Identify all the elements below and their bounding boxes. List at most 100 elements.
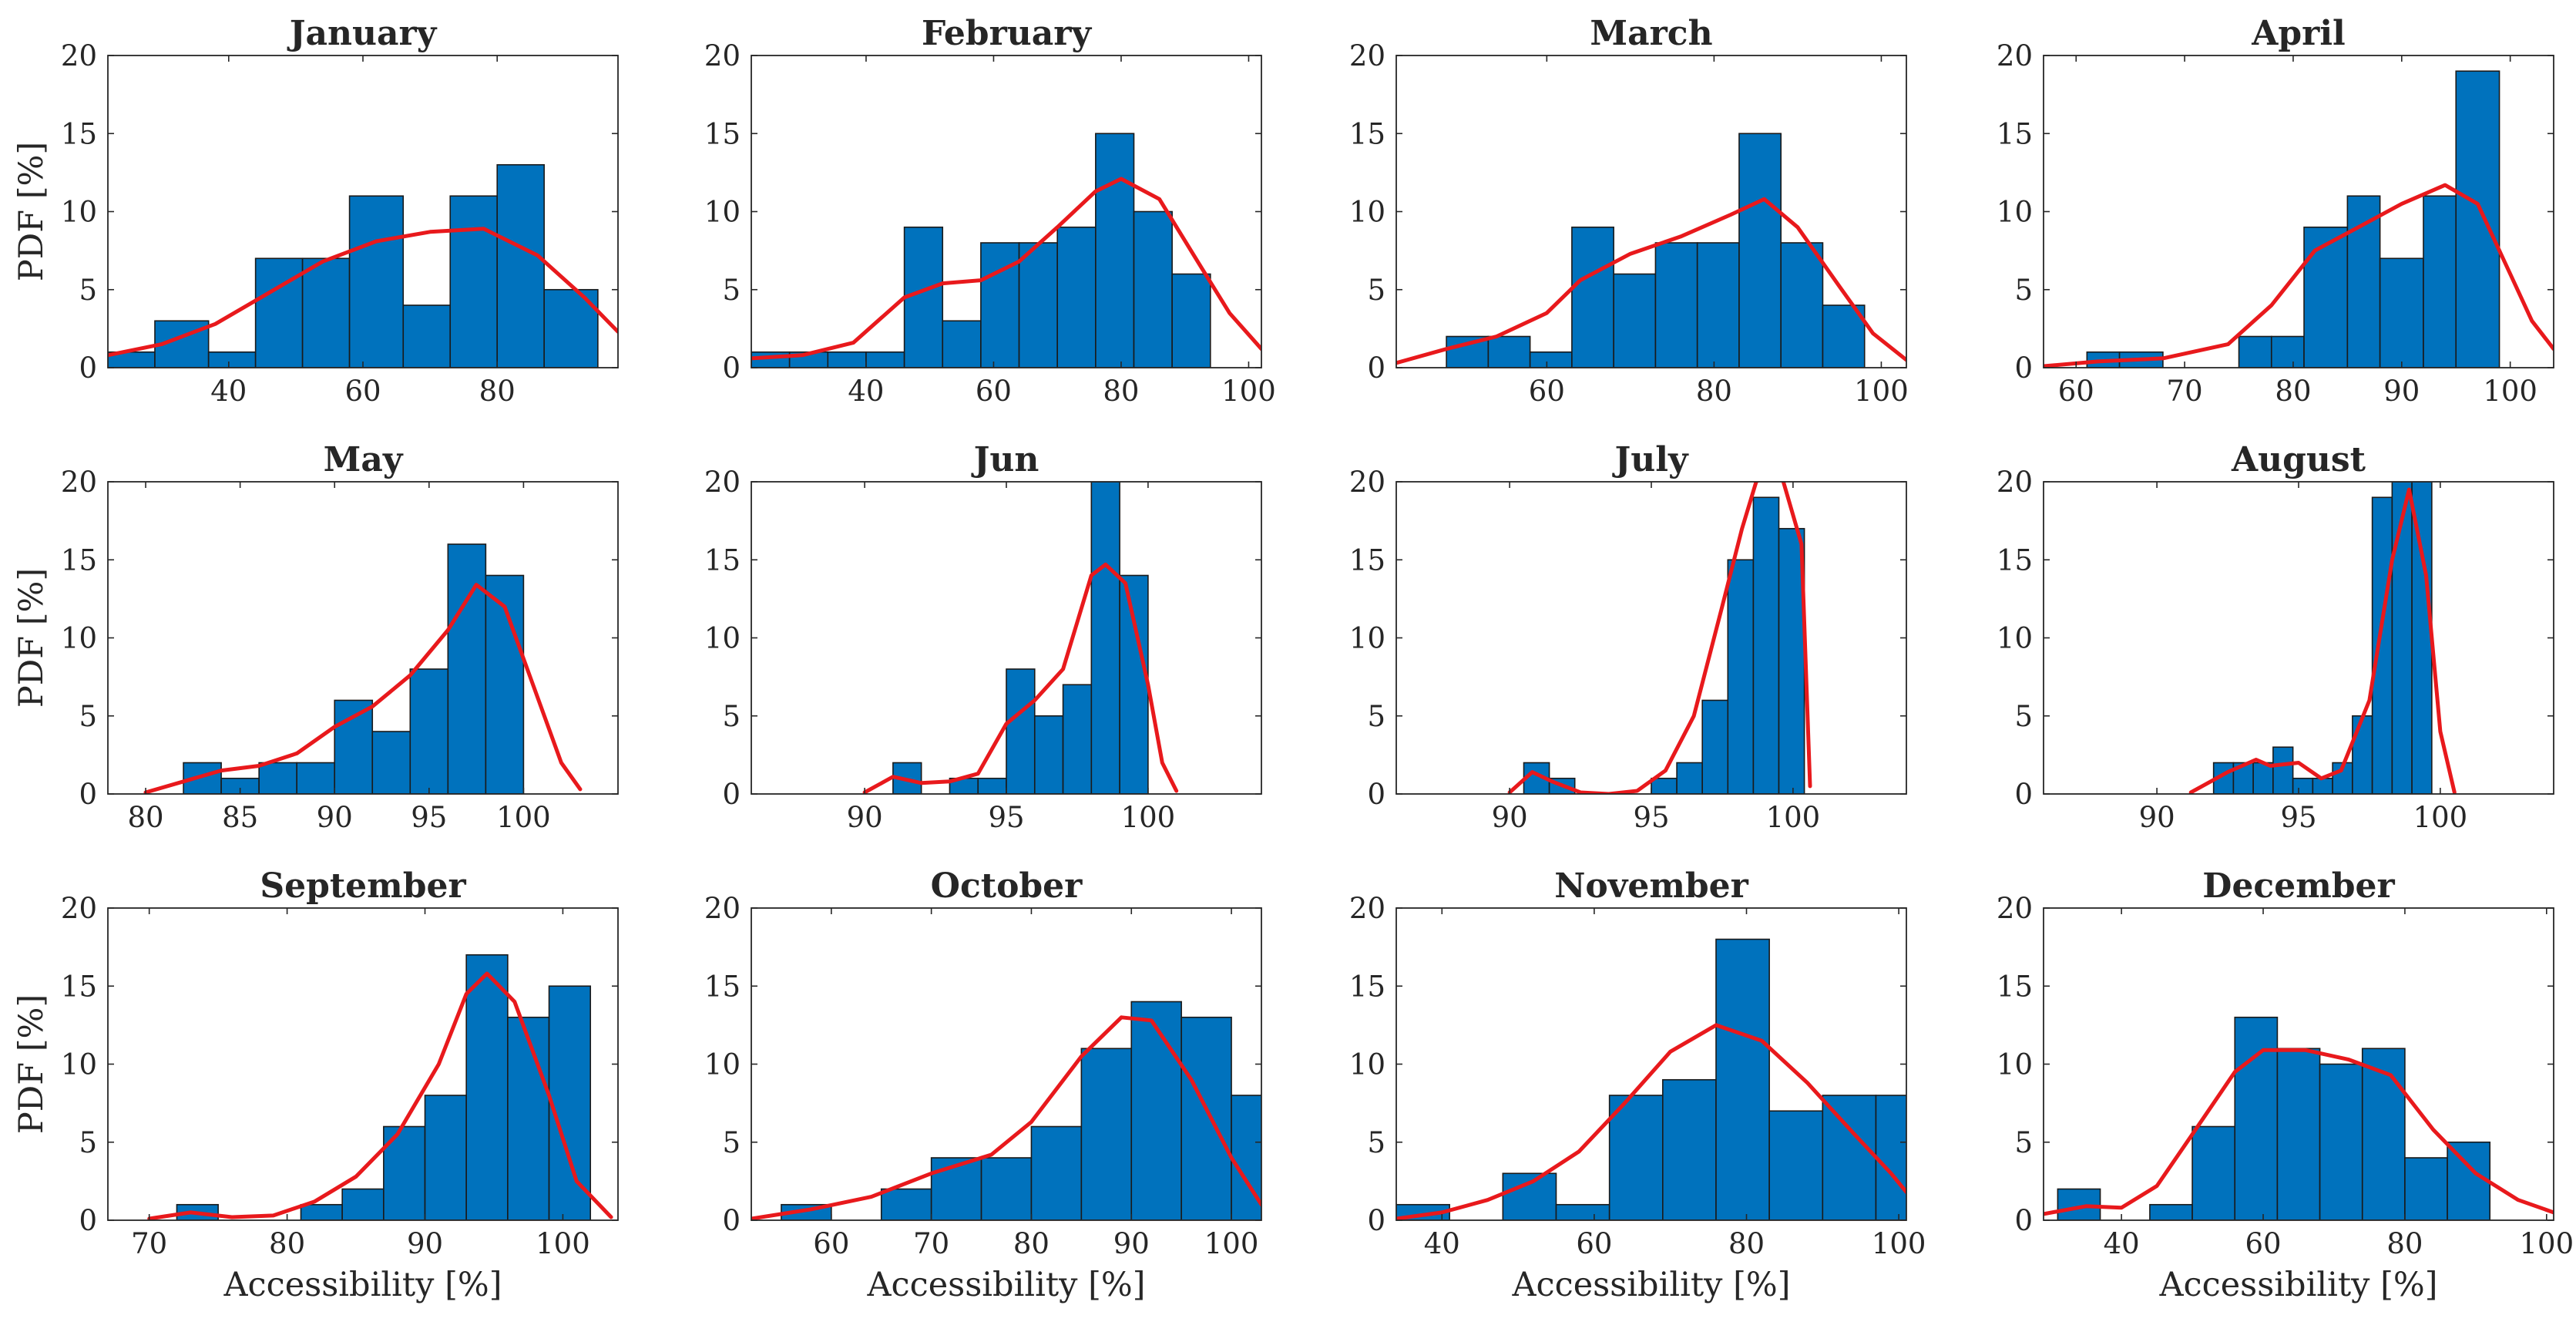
x-tick-label: 100 — [496, 801, 551, 834]
histogram-bar — [1119, 574, 1149, 794]
panel-jun: 0 5 10 15 20 90 95 100 Jun — [704, 440, 1262, 834]
y-tick-label: 10 — [1997, 1048, 2033, 1081]
y-tick-label: 0 — [1367, 1204, 1385, 1237]
x-tick-label: 80 — [127, 801, 163, 834]
y-tick-label: 10 — [1349, 1048, 1385, 1081]
x-tick-label: 60 — [976, 375, 1012, 408]
y-tick-label: 15 — [1997, 117, 2033, 150]
histogram-bar — [2312, 777, 2333, 794]
histogram-bar — [2411, 482, 2433, 794]
x-tick-label: 100 — [2413, 801, 2468, 834]
histogram-bar — [507, 1016, 550, 1220]
y-tick-label: 5 — [1367, 1126, 1385, 1159]
y-tick-label: 10 — [704, 1048, 741, 1081]
histogram-bar — [1502, 1172, 1557, 1220]
y-tick-label: 20 — [61, 892, 97, 925]
kde-curve — [143, 583, 583, 794]
panel-title: November — [1554, 866, 1748, 906]
x-tick-label: 70 — [131, 1227, 167, 1260]
x-tick-label: 90 — [2383, 375, 2420, 408]
histogram-bar — [942, 320, 982, 368]
histogram-bar — [2371, 496, 2393, 794]
histogram-bar — [1662, 1078, 1717, 1220]
y-tick-label: 5 — [1367, 700, 1385, 733]
y-tick-label: 20 — [1997, 892, 2033, 925]
y-tick-label: 15 — [704, 117, 741, 150]
y-tick-label: 0 — [722, 352, 741, 385]
histogram-bar — [1571, 226, 1614, 368]
x-tick-label: 90 — [847, 801, 883, 834]
kde-curve — [862, 562, 1179, 794]
x-tick-label: 90 — [317, 801, 353, 834]
panel-title: December — [2202, 866, 2395, 906]
histogram-bars — [1396, 938, 1906, 1220]
x-tick-label: 40 — [1424, 1227, 1460, 1260]
x-tick-label: 100 — [1872, 1227, 1926, 1260]
histogram-bar — [2379, 257, 2424, 368]
y-tick-label: 0 — [722, 1204, 741, 1237]
panel-title: February — [922, 14, 1092, 53]
y-tick-label: 5 — [1367, 274, 1385, 307]
y-tick-label: 15 — [61, 543, 97, 577]
x-tick-label: 100 — [536, 1227, 590, 1260]
x-tick-label: 80 — [2275, 375, 2311, 408]
y-tick-label: 5 — [79, 1126, 97, 1159]
histogram-bar — [980, 1157, 1033, 1220]
y-tick-label: 20 — [704, 466, 741, 499]
histogram-bar — [296, 762, 336, 794]
histogram-bar — [903, 226, 944, 368]
histogram-bar — [1487, 335, 1531, 368]
y-tick-label: 15 — [61, 117, 97, 150]
y-tick-label: 20 — [61, 466, 97, 499]
x-tick-label: 80 — [2386, 1227, 2423, 1260]
x-tick-label: 40 — [848, 375, 884, 408]
x-tick-label: 100 — [2519, 1227, 2574, 1260]
y-tick-label: 0 — [1367, 778, 1385, 811]
x-tick-label: 70 — [2167, 375, 2203, 408]
histogram-bar — [1095, 133, 1135, 368]
histogram-bar — [300, 1203, 343, 1220]
kde-curve — [2044, 183, 2554, 368]
histogram-bar — [2191, 1125, 2236, 1220]
histogram-bar — [1727, 559, 1755, 794]
x-tick-label: 100 — [1221, 375, 1276, 408]
histogram-bar — [930, 1157, 982, 1220]
histogram-bar — [1056, 226, 1097, 368]
x-tick-label: 100 — [1204, 1227, 1259, 1260]
x-tick-label: 40 — [2104, 1227, 2140, 1260]
histogram-bars — [2057, 1016, 2491, 1220]
histogram-bar — [2352, 715, 2373, 794]
kde-curve — [751, 1015, 1261, 1220]
y-tick-label: 20 — [1997, 466, 2033, 499]
x-axis-label: Accessibility [%] — [223, 1266, 502, 1304]
panel-january: 0 5 10 15 20 40 60 80 January PDF [%] — [12, 14, 619, 408]
panel-title: May — [324, 440, 404, 479]
histogram-bar — [2238, 335, 2272, 368]
histogram-bar — [2391, 482, 2413, 794]
histogram-bar — [301, 257, 351, 368]
histogram-bar — [1080, 1048, 1133, 1220]
kde-curve — [108, 227, 618, 358]
histogram-bar — [2276, 1048, 2321, 1220]
histogram-bar — [2149, 1203, 2193, 1220]
panel-november: 0 5 10 15 20 40 60 80 100 November Accessibility [… — [1349, 866, 1926, 1304]
panel-title: Jun — [971, 440, 1039, 479]
histogram-bar — [1555, 1203, 1610, 1220]
x-tick-label: 100 — [1121, 801, 1176, 834]
y-tick-label: 10 — [1349, 196, 1385, 229]
x-tick-label: 80 — [479, 375, 516, 408]
histogram-bar — [371, 731, 411, 794]
histogram-bars — [751, 133, 1211, 368]
histogram-bar — [449, 195, 499, 368]
y-tick-label: 15 — [1349, 543, 1385, 577]
histogram-bar — [496, 163, 545, 368]
x-tick-label: 95 — [988, 801, 1024, 834]
y-tick-label: 15 — [704, 543, 741, 577]
histogram-bar — [1529, 351, 1573, 368]
histogram-bar — [2346, 195, 2381, 368]
kde-curve — [2188, 487, 2457, 794]
y-tick-label: 5 — [2014, 274, 2033, 307]
x-tick-label: 80 — [1728, 1227, 1765, 1260]
histogram-bar — [1018, 242, 1059, 368]
histogram-bar — [1130, 1001, 1182, 1220]
